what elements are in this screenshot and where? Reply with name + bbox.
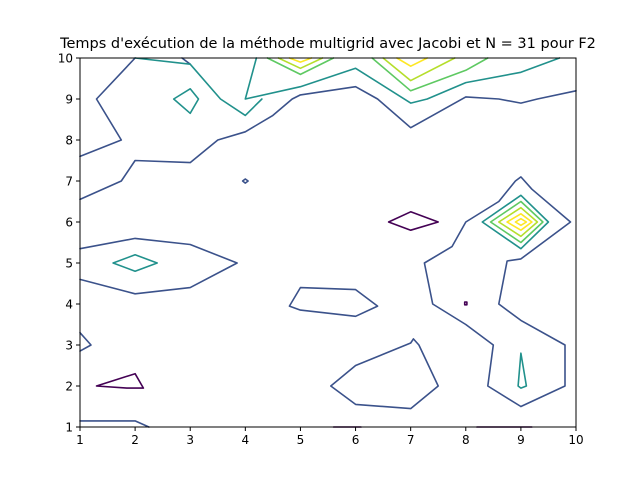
contour-line-level-1 [288, 286, 379, 318]
contour-line-level-3 [266, 57, 335, 76]
contour-line-level-5 [514, 217, 528, 227]
contour-line-level-3 [371, 57, 489, 92]
x-axis: 1 2 3 4 5 6 7 8 9 10 [76, 427, 584, 447]
y-tick-label: 6 [65, 216, 73, 230]
contour-line-level-4 [497, 206, 539, 238]
contour-line-level-2 [481, 194, 550, 250]
y-tick-label: 9 [65, 93, 73, 107]
y-tick-label: 2 [65, 380, 73, 394]
y-tick-label: 8 [65, 134, 73, 148]
contour-line-level-0 [387, 211, 440, 231]
contour-line-level-2 [172, 88, 200, 115]
contour-line-level-2 [134, 57, 263, 117]
x-tick-label: 7 [407, 433, 415, 447]
x-tick-label: 2 [131, 433, 139, 447]
contour-line-level-1 [181, 57, 191, 65]
y-tick-label: 10 [58, 52, 73, 66]
contour-line-level-1 [329, 338, 440, 410]
contour-line-level-1 [423, 176, 572, 408]
y-tick-label: 7 [65, 175, 73, 189]
x-tick-label: 4 [242, 433, 250, 447]
y-axis: 1 2 3 4 5 6 7 8 9 10 [58, 52, 80, 435]
contour-lines [79, 57, 577, 428]
x-tick-label: 5 [297, 433, 305, 447]
x-tick-label: 10 [568, 433, 583, 447]
axes-frame [79, 57, 577, 428]
x-tick-label: 1 [76, 433, 84, 447]
y-tick-label: 5 [65, 257, 73, 271]
y-tick-label: 4 [65, 298, 73, 312]
contour-line-level-1 [79, 237, 238, 295]
contour-line-level-4 [382, 57, 456, 82]
y-tick-label: 3 [65, 339, 73, 353]
chart-title: Temps d'exécution de la méthode multigri… [59, 36, 596, 52]
contour-line-level-0 [95, 372, 145, 389]
contour-line-level-1 [79, 420, 150, 428]
x-tick-label: 3 [186, 433, 194, 447]
contour-line-level-5 [506, 213, 533, 231]
contour-line-level-2 [517, 352, 528, 389]
x-tick-label: 8 [462, 433, 470, 447]
contour-line-level-5 [396, 57, 429, 67]
contour-line-level-2 [112, 254, 158, 273]
contour-line-level-4 [277, 57, 324, 70]
contour-line-level-3 [489, 200, 544, 244]
y-tick-label: 1 [65, 421, 73, 435]
contour-line-level-1 [241, 178, 249, 184]
contour-line-level-5 [288, 57, 313, 63]
x-tick-label: 9 [517, 433, 525, 447]
contour-line-level-2 [244, 57, 561, 104]
contour-line-level-1 [79, 57, 136, 158]
contour-line-level-1 [79, 85, 577, 201]
x-tick-label: 6 [352, 433, 360, 447]
contour-line-level-0 [463, 301, 468, 306]
contour-line-level-1 [79, 331, 92, 352]
